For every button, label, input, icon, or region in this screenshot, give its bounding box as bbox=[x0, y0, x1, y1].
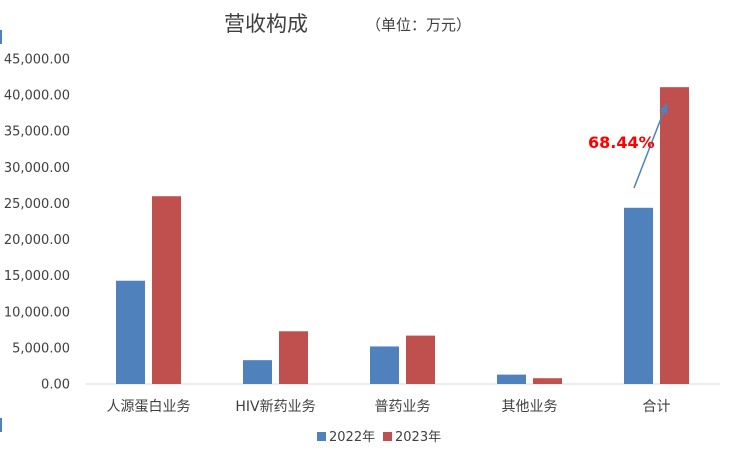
bar bbox=[116, 280, 145, 384]
bar bbox=[406, 335, 435, 384]
y-tick-label: 15,000.00 bbox=[4, 269, 70, 284]
legend-swatch bbox=[383, 432, 392, 441]
y-tick-label: 20,000.00 bbox=[4, 233, 70, 248]
y-axis: 0.00 5,000.00 10,000.00 15,000.00 20,000.00 2… bbox=[4, 53, 70, 393]
chart-subtitle: （单位：万元） bbox=[366, 16, 471, 34]
x-category-label: 合计 bbox=[643, 399, 671, 415]
bar bbox=[279, 331, 308, 384]
legend-swatch bbox=[317, 432, 326, 441]
bar bbox=[370, 346, 399, 384]
growth-label: 68.44% bbox=[588, 133, 655, 152]
y-tick-label: 10,000.00 bbox=[4, 305, 70, 320]
y-tick-label: 0.00 bbox=[41, 378, 70, 393]
y-tick-label: 5,000.00 bbox=[12, 341, 70, 356]
annotation-arrow bbox=[633, 102, 668, 189]
y-tick-label: 40,000.00 bbox=[4, 89, 70, 104]
x-category-label: 普药业务 bbox=[375, 399, 431, 415]
x-axis: 人源蛋白业务 HIV新药业务 普药业务 其他业务 合计 bbox=[107, 399, 671, 415]
bar bbox=[533, 378, 562, 384]
legend: 2022年 2023年 bbox=[317, 430, 441, 445]
y-tick-label: 35,000.00 bbox=[4, 125, 70, 140]
bar bbox=[624, 207, 653, 384]
annotation-arrowhead bbox=[659, 103, 668, 114]
left-edge-marker bbox=[0, 418, 2, 432]
bars-group bbox=[116, 87, 689, 385]
chart-title: 营收构成 bbox=[224, 12, 308, 36]
bar bbox=[660, 87, 689, 385]
y-tick-label: 25,000.00 bbox=[4, 197, 70, 212]
y-tick-label: 30,000.00 bbox=[4, 161, 70, 176]
legend-label: 2023年 bbox=[395, 430, 441, 445]
x-category-label: HIV新药业务 bbox=[235, 399, 315, 415]
y-tick-label: 45,000.00 bbox=[4, 53, 70, 68]
legend-label: 2022年 bbox=[329, 430, 375, 445]
bar bbox=[497, 374, 526, 384]
growth-annotation: 68.44% bbox=[588, 102, 668, 189]
bar bbox=[243, 360, 272, 384]
bar bbox=[152, 196, 181, 384]
x-category-label: 人源蛋白业务 bbox=[107, 399, 191, 415]
x-category-label: 其他业务 bbox=[502, 399, 558, 415]
left-edge-marker bbox=[0, 30, 2, 44]
